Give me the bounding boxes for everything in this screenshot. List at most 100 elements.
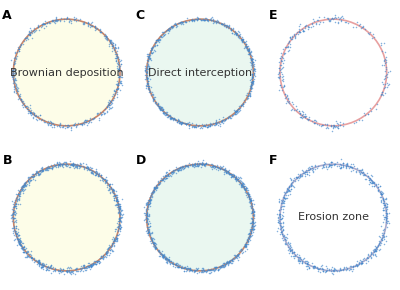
Point [86, 264, 92, 269]
Point [39, 169, 46, 174]
Point [292, 253, 299, 258]
Point [233, 32, 239, 36]
Point [284, 98, 290, 103]
Point [249, 79, 256, 83]
Point [312, 118, 318, 123]
Point [64, 162, 70, 166]
Point [240, 250, 246, 254]
Point [104, 184, 110, 189]
Point [30, 256, 37, 261]
Point [242, 242, 248, 247]
Point [172, 265, 179, 269]
Point [18, 185, 24, 189]
Point [379, 191, 386, 196]
Point [36, 258, 42, 263]
Point [189, 18, 196, 23]
Point [295, 259, 302, 263]
Point [15, 237, 22, 241]
Point [275, 218, 282, 222]
Point [15, 238, 21, 242]
Point [18, 184, 25, 188]
Point [221, 168, 227, 173]
Point [249, 57, 255, 62]
Point [303, 263, 309, 268]
Point [68, 162, 74, 167]
Point [233, 32, 240, 37]
Point [46, 118, 53, 123]
Point [305, 24, 312, 29]
Point [112, 43, 118, 48]
Point [194, 18, 200, 23]
Point [276, 70, 282, 74]
Point [191, 124, 198, 129]
Point [214, 264, 220, 269]
Point [223, 25, 229, 30]
Point [280, 203, 286, 208]
Point [41, 263, 47, 268]
Point [244, 247, 250, 251]
Point [165, 258, 171, 263]
Point [64, 269, 70, 274]
Point [345, 21, 352, 26]
Point [149, 235, 156, 240]
Point [282, 92, 288, 97]
Point [304, 171, 310, 176]
Point [98, 29, 104, 34]
Point [287, 243, 294, 247]
Point [92, 28, 98, 32]
Point [337, 266, 344, 271]
Point [10, 71, 16, 76]
Point [8, 75, 15, 80]
Point [40, 117, 47, 122]
Point [240, 101, 246, 105]
Point [32, 173, 39, 177]
Point [70, 268, 76, 273]
Point [372, 248, 378, 253]
Point [20, 38, 27, 43]
Point [145, 66, 152, 70]
Point [251, 209, 258, 214]
Point [17, 188, 23, 193]
Point [240, 244, 247, 248]
Circle shape [13, 164, 120, 271]
Point [250, 207, 256, 212]
Point [20, 187, 27, 192]
Point [114, 53, 120, 58]
Point [240, 186, 247, 191]
Point [243, 41, 250, 46]
Point [234, 253, 240, 258]
Point [72, 121, 78, 126]
Point [28, 110, 34, 115]
Point [242, 186, 248, 191]
Point [37, 170, 44, 175]
Point [143, 216, 149, 220]
Point [190, 18, 197, 23]
Point [246, 234, 253, 238]
Point [45, 166, 51, 170]
Point [145, 229, 152, 234]
Point [353, 169, 359, 174]
Point [149, 194, 155, 199]
Point [202, 270, 209, 274]
Text: C: C [136, 10, 145, 22]
Point [329, 163, 336, 167]
Point [296, 252, 302, 257]
Point [92, 169, 99, 174]
Point [144, 81, 150, 85]
Point [246, 93, 253, 98]
Point [10, 231, 16, 235]
Point [249, 54, 255, 59]
Point [114, 233, 120, 237]
Point [28, 258, 35, 263]
Point [114, 233, 121, 238]
Point [219, 22, 225, 27]
Point [219, 262, 225, 267]
Point [101, 112, 107, 117]
Point [167, 114, 174, 119]
Point [40, 22, 46, 26]
Point [58, 267, 64, 271]
Point [38, 118, 44, 123]
Point [332, 267, 339, 272]
Point [112, 52, 118, 57]
Point [206, 270, 213, 275]
